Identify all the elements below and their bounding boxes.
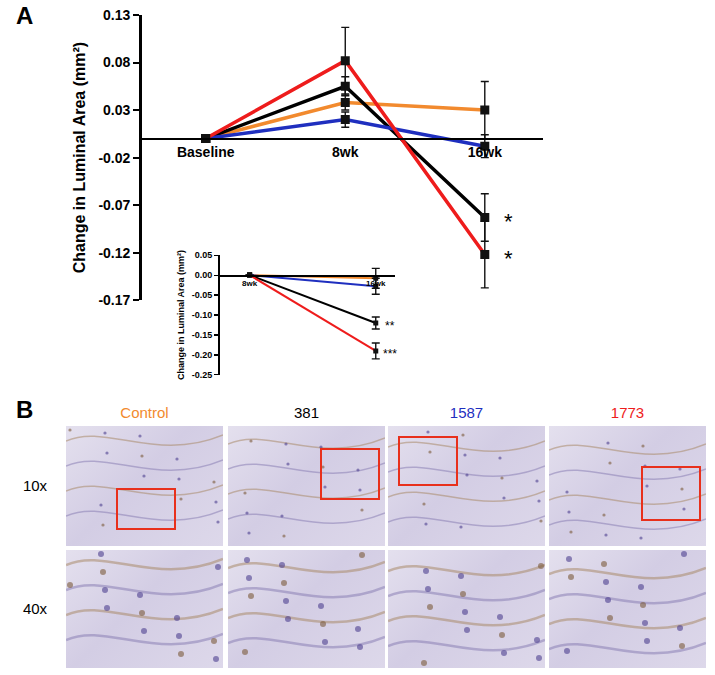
svg-text:0.08: 0.08 xyxy=(103,54,130,70)
svg-text:16wk: 16wk xyxy=(366,279,386,288)
html-text:381: 381 xyxy=(294,404,319,421)
svg-text:-0.05: -0.05 xyxy=(192,290,213,300)
svg-text:8wk: 8wk xyxy=(242,279,258,288)
html-text:A: A xyxy=(16,2,34,29)
svg-text:Baseline: Baseline xyxy=(177,144,235,160)
svg-text:-0.25: -0.25 xyxy=(192,370,213,380)
html-text:10x: 10x xyxy=(22,477,48,494)
html-text:Control: Control xyxy=(120,404,169,421)
svg-text:-0.07: -0.07 xyxy=(98,197,130,213)
svg-text:-0.10: -0.10 xyxy=(192,310,213,320)
svg-text:16wk: 16wk xyxy=(468,144,502,160)
svg-text:0.03: 0.03 xyxy=(103,102,130,118)
svg-text:Change in Luminal Area (mm²): Change in Luminal Area (mm²) xyxy=(176,250,186,380)
svg-text:0.00: 0.00 xyxy=(195,270,213,280)
html-text:40x: 40x xyxy=(22,600,48,617)
svg-text:-0.17: -0.17 xyxy=(98,292,130,308)
svg-text:-0.20: -0.20 xyxy=(192,350,213,360)
svg-text:*: * xyxy=(504,246,513,271)
html-text:1773: 1773 xyxy=(610,404,645,421)
svg-text:Change in Luminal Area (mm²): Change in Luminal Area (mm²) xyxy=(71,42,88,273)
svg-text:0.13: 0.13 xyxy=(103,7,130,23)
svg-text:***: *** xyxy=(383,347,397,361)
html-text:1587: 1587 xyxy=(449,404,484,421)
svg-text:0.05: 0.05 xyxy=(195,250,213,260)
svg-text:-0.15: -0.15 xyxy=(192,330,213,340)
svg-text:8wk: 8wk xyxy=(332,144,359,160)
html-text:B: B xyxy=(16,396,34,423)
svg-text:-0.02: -0.02 xyxy=(98,150,130,166)
svg-text:*: * xyxy=(504,209,513,234)
svg-text:**: ** xyxy=(385,319,395,333)
svg-text:-0.12: -0.12 xyxy=(98,245,130,261)
